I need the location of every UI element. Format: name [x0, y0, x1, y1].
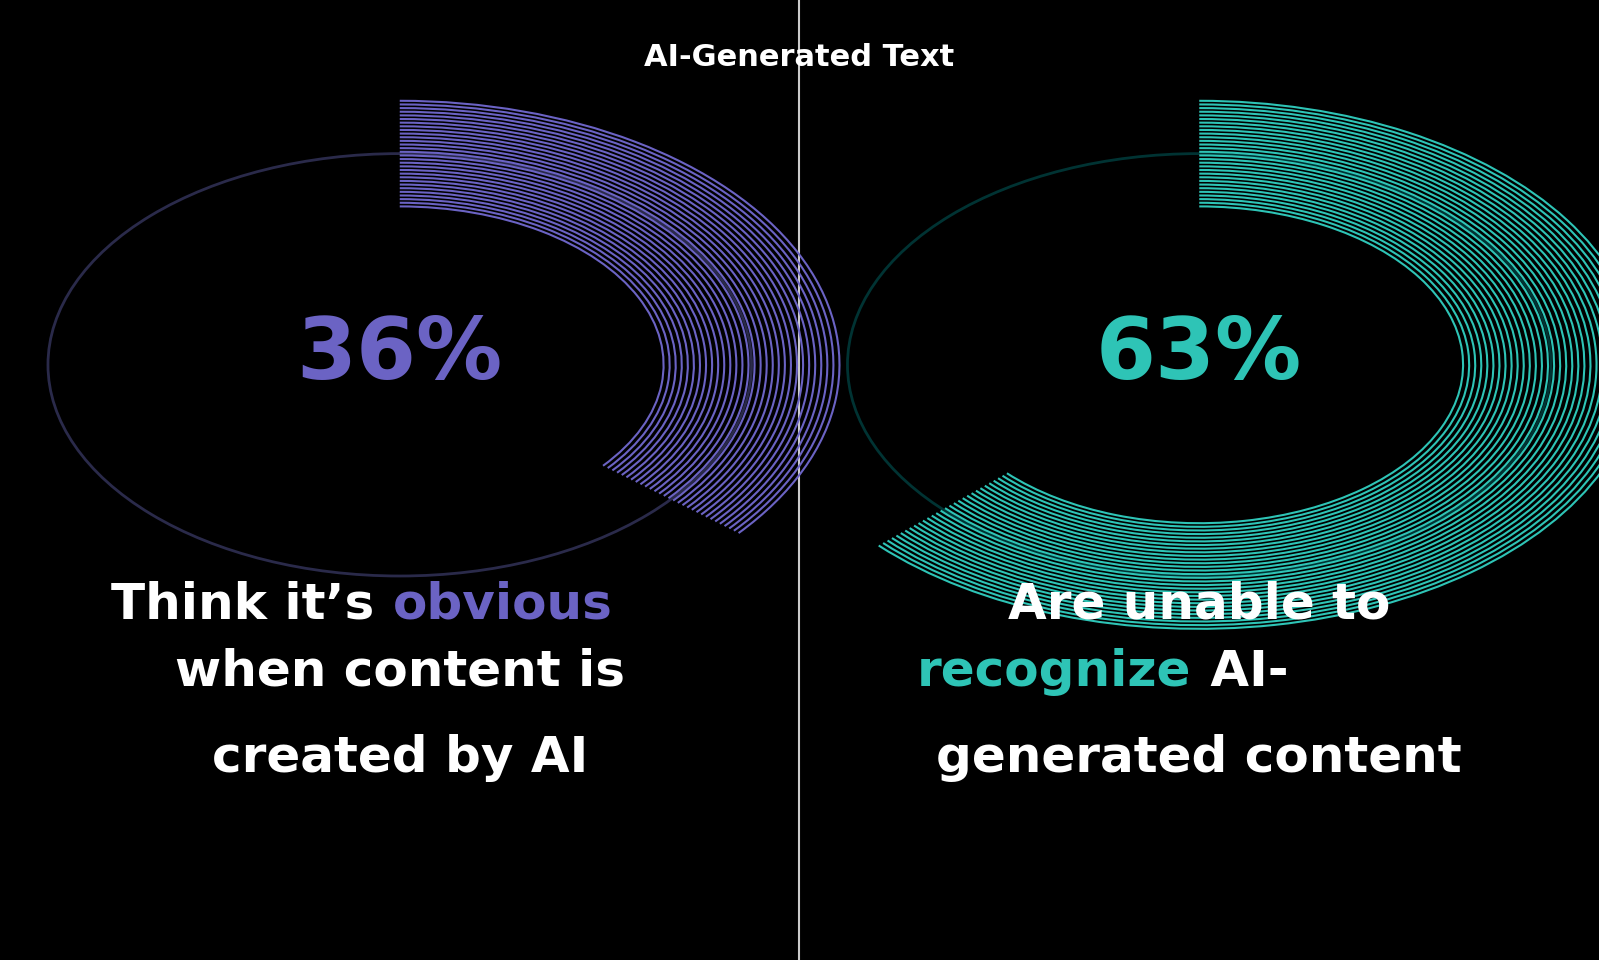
Text: Are unable to: Are unable to	[1007, 581, 1391, 629]
Text: obvious: obvious	[393, 581, 614, 629]
Text: 36%: 36%	[297, 314, 502, 396]
Text: Think it’s: Think it’s	[110, 581, 392, 629]
Text: when content is: when content is	[174, 648, 625, 696]
Text: 63%: 63%	[1097, 314, 1302, 396]
Text: AI-: AI-	[1193, 648, 1289, 696]
Text: generated content: generated content	[937, 734, 1461, 782]
Text: created by AI: created by AI	[211, 734, 588, 782]
Text: recognize: recognize	[916, 648, 1191, 696]
Text: AI-Generated Text: AI-Generated Text	[644, 43, 955, 72]
